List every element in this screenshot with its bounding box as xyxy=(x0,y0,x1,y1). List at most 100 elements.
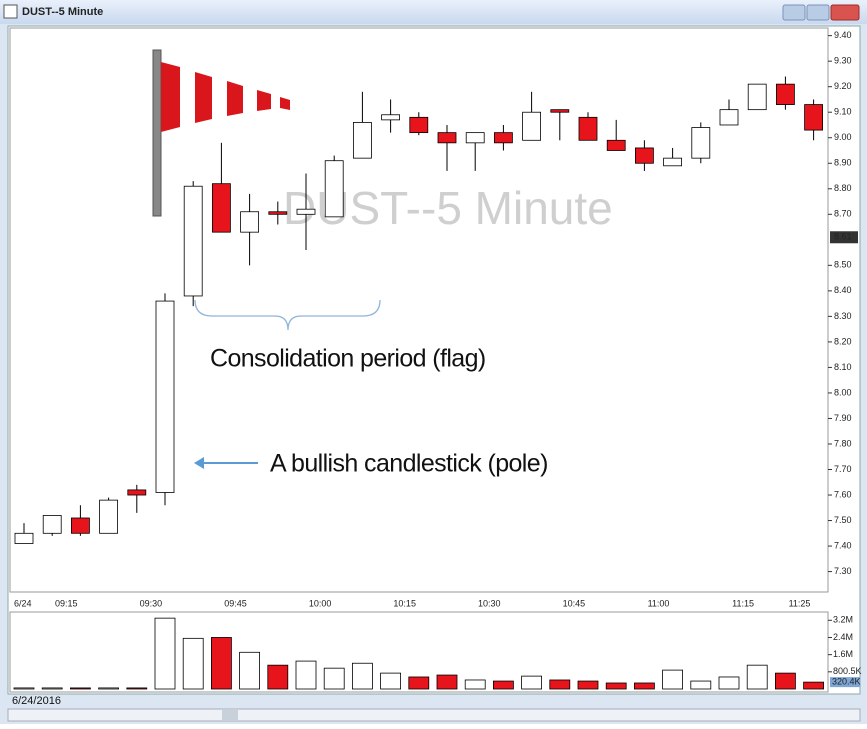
candle-body xyxy=(128,490,146,495)
volume-bar xyxy=(804,682,824,689)
y-tick-label: 9.10 xyxy=(834,107,852,117)
candle-body xyxy=(579,117,597,140)
volume-tick-label: 3.2M xyxy=(833,615,853,625)
x-tick-label: 10:15 xyxy=(393,598,416,608)
candle-body xyxy=(635,148,653,163)
candle-body xyxy=(523,112,541,140)
scrollbar[interactable] xyxy=(8,709,860,721)
volume-bar xyxy=(296,661,316,689)
volume-bar xyxy=(352,663,372,689)
x-tick-label: 11:25 xyxy=(789,598,811,608)
y-tick-label: 7.90 xyxy=(834,413,852,423)
volume-bar xyxy=(663,670,683,689)
x-tick-label: 09:30 xyxy=(140,598,163,608)
y-tick-label: 8.80 xyxy=(834,183,852,193)
candle-body xyxy=(494,133,512,143)
volume-bar xyxy=(127,688,147,689)
x-tick-label: 10:00 xyxy=(309,598,332,608)
volume-bar xyxy=(493,681,513,689)
candle-body xyxy=(269,212,287,215)
y-tick-label: 9.00 xyxy=(834,132,852,142)
title-bar xyxy=(0,0,867,24)
chart-window: DUST--5 Minute DUST--5 Minute Consolidat… xyxy=(0,0,867,724)
y-tick-label: 8.90 xyxy=(834,158,852,168)
y-tick-label: 8.40 xyxy=(834,285,852,295)
pole-annotation: A bullish candlestick (pole) xyxy=(270,450,548,478)
volume-bar xyxy=(606,683,626,689)
maximize-button[interactable] xyxy=(807,5,829,20)
volume-bar xyxy=(775,673,795,689)
y-tick-label: 8.50 xyxy=(834,260,852,270)
volume-bar xyxy=(324,668,344,689)
volume-bar xyxy=(14,688,34,689)
candle-body xyxy=(438,133,456,143)
candle-body xyxy=(720,110,738,125)
candle-body xyxy=(156,301,174,492)
volume-bar xyxy=(409,677,429,689)
candle-body xyxy=(43,515,61,533)
volume-bar xyxy=(719,677,739,689)
candle-body xyxy=(241,212,259,232)
minimize-button[interactable] xyxy=(783,5,805,20)
scrollbar-thumb[interactable] xyxy=(222,710,238,720)
volume-bar xyxy=(747,665,767,689)
volume-bar xyxy=(42,688,62,689)
volume-bar xyxy=(268,665,288,689)
volume-bar xyxy=(155,618,175,689)
volume-tick-label: 1.6M xyxy=(833,649,853,659)
candle-body xyxy=(382,115,400,120)
volume-bar xyxy=(691,681,711,689)
x-tick-label: 6/24 xyxy=(14,598,32,608)
candle-body xyxy=(212,184,230,232)
y-tick-label: 9.20 xyxy=(834,81,852,91)
x-tick-label: 10:45 xyxy=(563,598,586,608)
y-tick-label: 8.30 xyxy=(834,311,852,321)
y-tick-label: 8.70 xyxy=(834,209,852,219)
volume-bar xyxy=(99,688,119,689)
y-tick-label: 7.70 xyxy=(834,464,852,474)
candle-body xyxy=(805,105,823,131)
volume-bar xyxy=(522,676,542,689)
volume-bar xyxy=(70,688,90,689)
volume-tick-label: 800.5K xyxy=(833,666,862,676)
candle-body xyxy=(466,133,484,143)
window-buttons[interactable] xyxy=(783,5,859,20)
x-tick-label: 10:30 xyxy=(478,598,501,608)
candle-body xyxy=(71,518,89,533)
x-tick-label: 11:00 xyxy=(648,598,670,608)
candle-body xyxy=(776,84,794,104)
x-tick-label: 09:45 xyxy=(224,598,247,608)
y-tick-label: 7.40 xyxy=(834,540,852,550)
volume-bar xyxy=(437,675,457,689)
candle-body xyxy=(692,128,710,159)
volume-bar xyxy=(381,673,401,689)
volume-bar xyxy=(465,680,485,689)
y-tick-label: 7.80 xyxy=(834,438,852,448)
window-icon xyxy=(4,5,17,18)
candle-body xyxy=(184,186,202,296)
candle-body xyxy=(100,500,118,533)
y-tick-label: 7.60 xyxy=(834,489,852,499)
close-button[interactable] xyxy=(831,5,859,20)
candle-body xyxy=(607,140,625,150)
y-tick-label: 8.00 xyxy=(834,387,852,397)
y-tick-label: 9.40 xyxy=(834,30,852,40)
candle-body xyxy=(353,122,371,158)
x-tick-label: 09:15 xyxy=(55,598,78,608)
y-tick-label: 9.30 xyxy=(834,56,852,66)
x-tick-label: 11:15 xyxy=(732,598,754,608)
y-tick-label: 7.50 xyxy=(834,515,852,525)
candle-body xyxy=(297,209,315,214)
last-price-label: 8.61 xyxy=(834,232,852,242)
candle-body xyxy=(551,110,569,113)
candle-body xyxy=(325,161,343,217)
volume-bar xyxy=(211,637,231,689)
volume-bar xyxy=(183,638,203,689)
volume-tick-label: 2.4M xyxy=(833,632,853,642)
y-tick-label: 8.10 xyxy=(834,362,852,372)
volume-bar xyxy=(634,683,654,689)
candle-body xyxy=(410,117,428,132)
volume-bar xyxy=(550,680,570,689)
footer-date: 6/24/2016 xyxy=(12,695,61,707)
candle-body xyxy=(664,158,682,166)
